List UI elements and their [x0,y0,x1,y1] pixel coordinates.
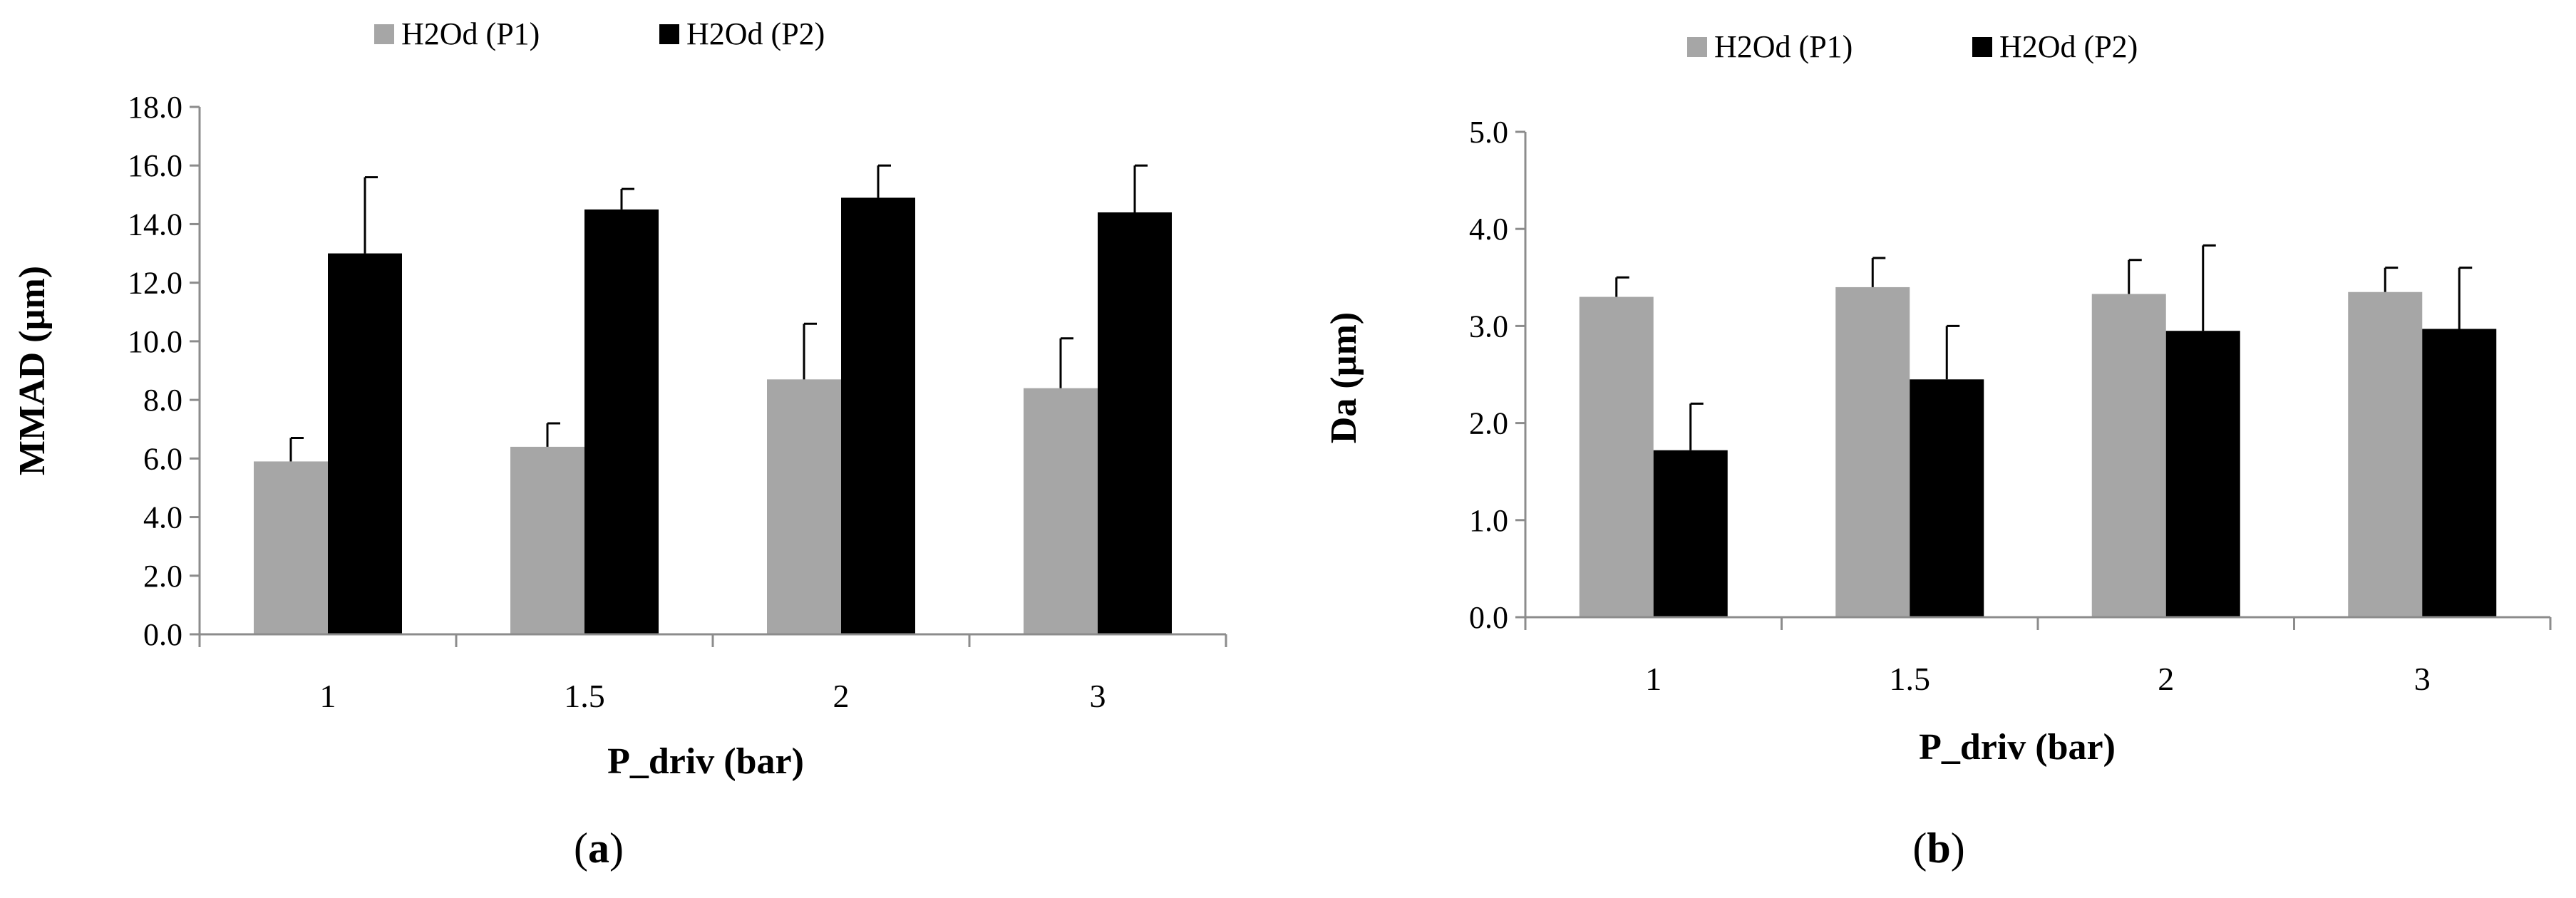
bar-p1 [2091,294,2166,617]
bar-p1 [767,379,841,634]
y-tick-label: 18.0 [128,90,182,125]
x-tick-label: 3 [2414,661,2431,697]
legend-label-p2: H2Od (P2) [1999,29,2138,64]
panel-label-close: ) [1951,825,1965,872]
x-tick-label: 2 [833,678,850,714]
y-tick-label: 16.0 [128,148,182,183]
panel-label-open: ( [574,825,588,872]
y-tick-label: 4.0 [143,500,182,535]
legend-label-p1: H2Od (P1) [401,16,540,51]
chart-panel-b: H2Od (P1) H2Od (P2) 0.0 1.0 2.0 3.0 4.0 5.0 1 1… [1324,29,2552,872]
legend-swatch-p2 [1972,37,1992,57]
legend-swatch-p1 [374,24,394,44]
bar-p2 [1653,450,1728,617]
bar-p2 [2422,329,2497,617]
bar-p2 [841,197,915,634]
y-axis-title-a: MMAD (µm) [12,266,53,475]
y-tick-label: 12.0 [128,266,182,301]
panel-label-open: ( [1912,825,1927,872]
bar-p1 [1835,287,1910,617]
bar-p1 [510,446,584,634]
bar-p2 [328,253,402,634]
legend-a: H2Od (P1) H2Od (P2) [374,16,825,51]
panel-label-close: ) [609,825,624,872]
bar-p1 [1579,296,1654,617]
y-tick-label: 0.0 [143,617,182,652]
y-tick-label: 1.0 [1469,503,1508,538]
y-tick-label: 4.0 [1469,212,1508,247]
plot-area-a: 0.0 2.0 4.0 6.0 8.0 10.0 12.0 14.0 16.0 18.0 1 1.5 2… [128,90,1227,714]
legend-label-p2: H2Od (P2) [686,16,825,51]
y-tick-label: 0.0 [1469,600,1508,635]
legend-swatch-p2 [659,24,679,44]
x-tick-label: 3 [1090,678,1106,714]
legend-swatch-p1 [1687,37,1707,57]
y-tick-label: 10.0 [128,324,182,359]
x-tick-label: 1 [1645,661,1661,697]
x-tick-label: 1 [320,678,336,714]
x-tick-label: 2 [2158,661,2174,697]
x-axis-title-b: P_driv (bar) [1919,727,2116,768]
bar-p2 [2165,331,2240,617]
y-tick-label: 6.0 [143,441,182,476]
y-tick-label: 5.0 [1469,115,1508,150]
bar-p1 [2348,291,2423,617]
y-tick-label: 14.0 [128,207,182,242]
panel-label-b: (b) [1912,825,1964,872]
bar-p2 [1098,212,1172,634]
bar-p1 [1024,388,1098,634]
panel-label-a: (a) [574,825,624,872]
chart-panel-a: H2Od (P1) H2Od (P2) 0.0 2.0 4.0 6.0 8.0 10.0 1… [12,16,1227,872]
x-axis-title-a: P_driv (bar) [607,741,804,782]
bar-p2 [1910,379,1984,617]
y-axis-title-b: Da (µm) [1324,312,1364,443]
x-tick-label: 1.5 [1890,661,1931,697]
legend-b: H2Od (P1) H2Od (P2) [1687,29,2138,64]
x-tick-label: 1.5 [564,678,605,714]
plot-area-b: 0.0 1.0 2.0 3.0 4.0 5.0 1 1.5 2 3 [1469,115,2552,697]
panel-label-letter: a [588,825,609,872]
bar-p2 [584,209,659,634]
y-tick-label: 2.0 [1469,406,1508,441]
panel-label-letter: b [1927,825,1950,872]
y-tick-label: 2.0 [143,559,182,594]
y-tick-label: 3.0 [1469,309,1508,344]
legend-label-p1: H2Od (P1) [1714,29,1853,64]
y-tick-label: 8.0 [143,383,182,418]
bar-p1 [254,461,328,634]
